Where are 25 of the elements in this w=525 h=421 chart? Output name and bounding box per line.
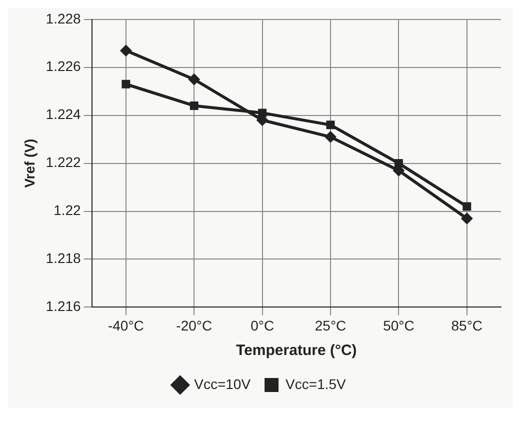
y-tick-label: 1.218 bbox=[46, 250, 82, 266]
point bbox=[326, 120, 335, 130]
x-tick-label: 0°C bbox=[250, 317, 274, 334]
x-tick-label: 85°C bbox=[451, 317, 483, 334]
x-tick-label: -20°C bbox=[176, 317, 212, 334]
x-tick-label: -40°C bbox=[108, 317, 144, 334]
y-tick-label: 1.226 bbox=[46, 58, 82, 74]
point bbox=[460, 212, 473, 224]
y-tick-label: 1.222 bbox=[46, 154, 82, 170]
x-tick-label: 50°C bbox=[383, 317, 414, 334]
y-tick-label: 1.216 bbox=[46, 298, 82, 314]
legend-label: Vcc=1.5V bbox=[286, 376, 347, 392]
point bbox=[190, 102, 198, 110]
y-tick-label: 1.228 bbox=[46, 10, 82, 26]
point bbox=[122, 80, 130, 88]
legend-label: Vcc=10V bbox=[194, 376, 252, 392]
point bbox=[324, 130, 337, 143]
x-tick-label: 25°C bbox=[314, 317, 346, 334]
y-axis-title: Vref (V) bbox=[21, 138, 38, 188]
point bbox=[120, 44, 132, 57]
y-tick-label: 1.224 bbox=[46, 106, 82, 122]
y-tick-label: 1.22 bbox=[54, 202, 82, 218]
x-axis-title: Temperature (°C) bbox=[236, 342, 357, 360]
point bbox=[462, 202, 472, 211]
point bbox=[188, 73, 200, 86]
